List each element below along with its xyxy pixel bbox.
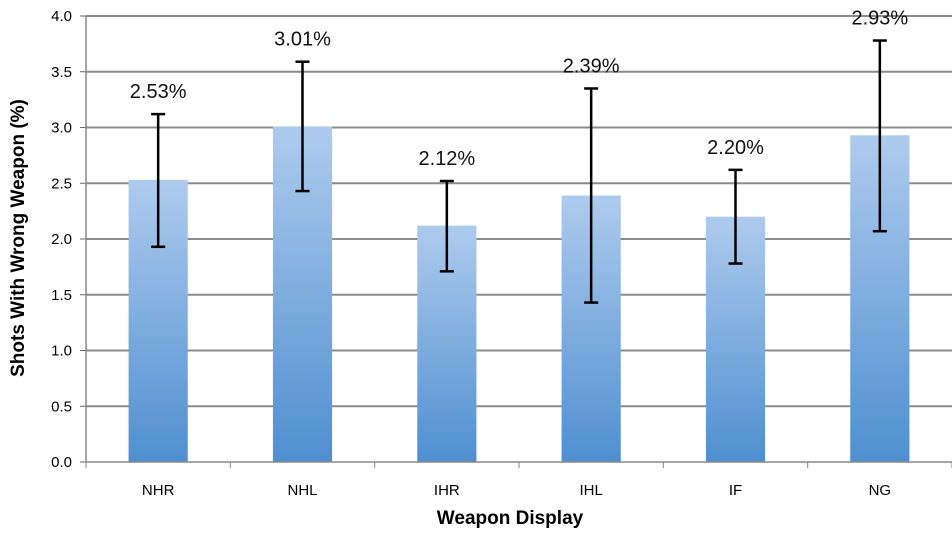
data-label-ihr: 2.12% xyxy=(418,148,475,170)
x-tick-label: NHR xyxy=(142,482,175,499)
error-bars xyxy=(151,39,887,304)
error-bar-nhr xyxy=(151,112,166,249)
data-label-if: 2.20% xyxy=(707,137,764,159)
y-tick-label: 0.0 xyxy=(51,454,72,471)
data-label-ng: 2.93% xyxy=(851,8,908,30)
gridlines xyxy=(86,15,952,408)
x-tick-label: IF xyxy=(729,482,742,499)
error-bar-ihl xyxy=(584,87,599,304)
data-label-ihl: 2.39% xyxy=(563,55,620,77)
data-label-nhl: 3.01% xyxy=(274,29,331,51)
error-bar-if xyxy=(728,168,743,265)
y-axis-title: Shots With Wrong Weapon (%) xyxy=(8,99,29,377)
x-tick-label: IHR xyxy=(434,482,460,499)
y-tick-label: 3.0 xyxy=(51,120,72,137)
y-tick-label: 2.5 xyxy=(51,175,72,192)
y-tick-label: 4.0 xyxy=(51,8,72,25)
axes: 0.0 0.5 1.0 1.5 2.0 2.5 3.0 3.5 4.0 NHR NHL IHR IHL I… xyxy=(51,8,952,499)
bars xyxy=(128,126,910,462)
y-tick-label: 2.0 xyxy=(51,231,72,248)
x-tick-label: NHL xyxy=(287,482,317,499)
data-labels: 2.53% 3.01% 2.12% 2.39% 2.20% 2.93% xyxy=(130,8,909,170)
y-tick-label: 1.0 xyxy=(51,343,72,360)
data-label-nhr: 2.53% xyxy=(130,81,187,103)
y-tick-label: 3.5 xyxy=(51,64,72,81)
x-tick-label: NG xyxy=(869,482,892,499)
error-bar-nhl xyxy=(295,60,310,193)
error-bar-ng xyxy=(872,39,887,233)
y-tick-label: 1.5 xyxy=(51,287,72,304)
x-axis-title: Weapon Display xyxy=(437,508,584,529)
x-tick-label: IHL xyxy=(579,482,602,499)
error-bar-ihr xyxy=(439,179,454,273)
y-tick-label: 0.5 xyxy=(51,398,72,415)
